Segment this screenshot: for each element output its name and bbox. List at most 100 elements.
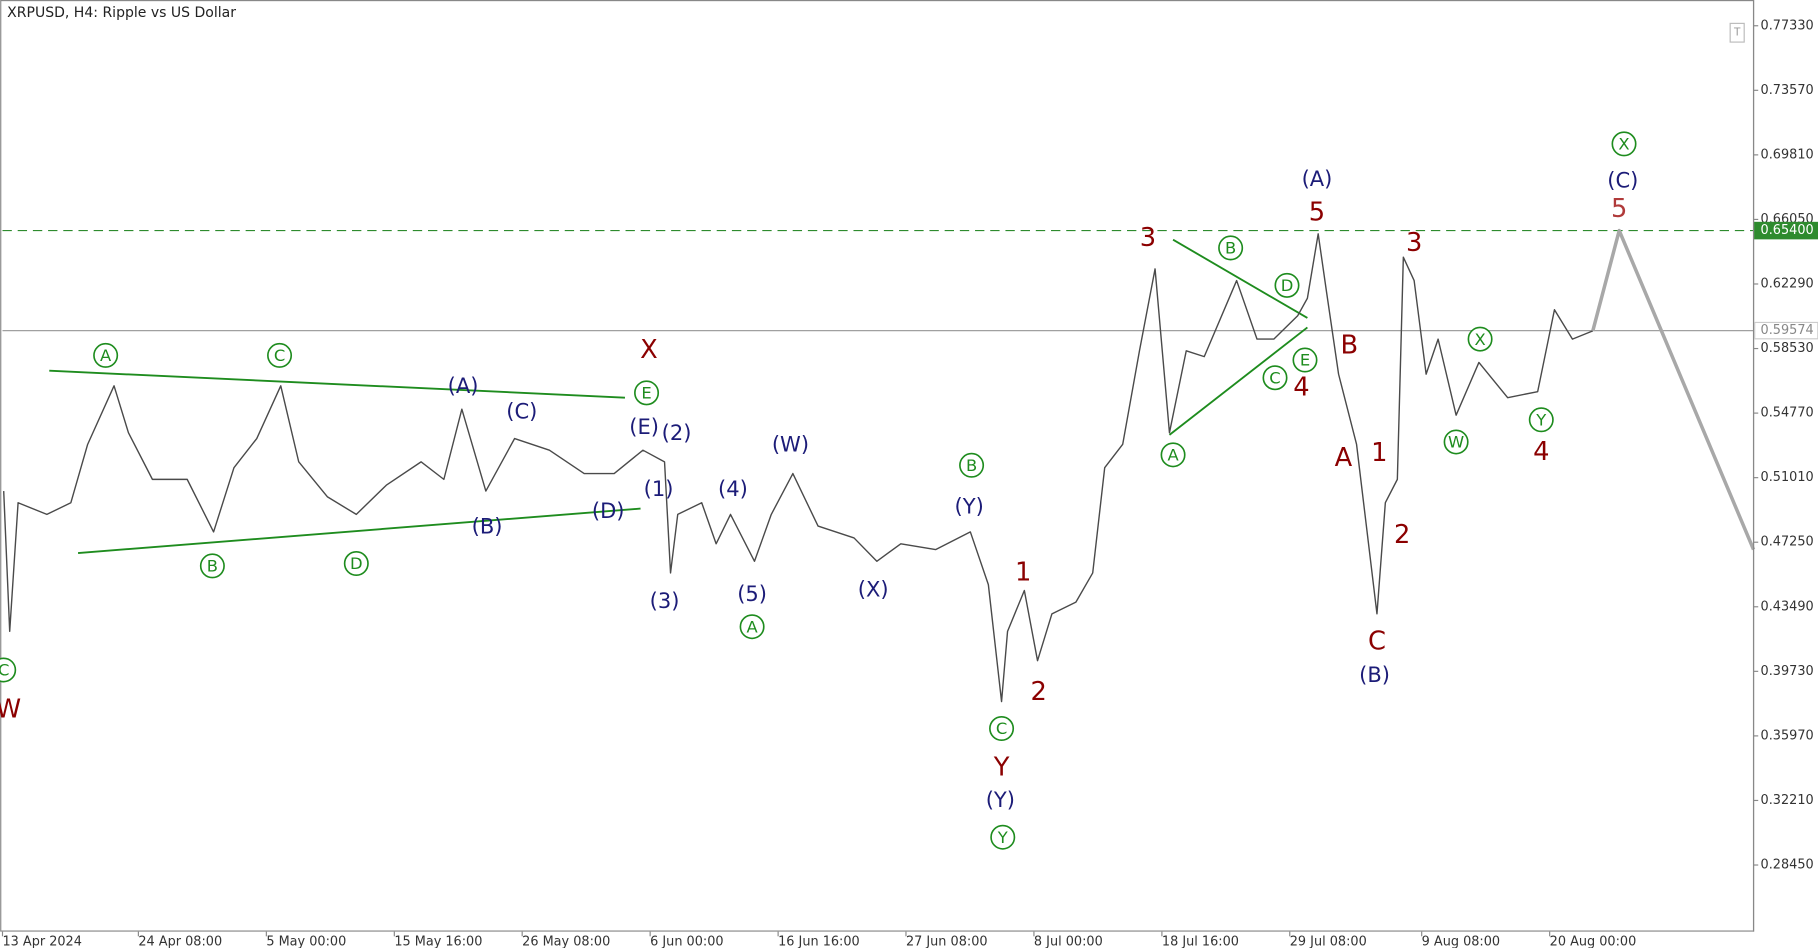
- y-tick-label: 0.73570: [1761, 83, 1814, 98]
- wave-label: (1): [644, 476, 674, 501]
- wave-label-circle: [1528, 407, 1554, 433]
- drawing-layer: [2, 228, 1756, 703]
- trendline: [1168, 326, 1308, 436]
- annotation-layer: ACCBDEBACYXBDECAXWY(A)(C)(B)(D)(E)(2)(1)…: [0, 131, 1638, 850]
- y-tick-label: 0.47250: [1761, 535, 1814, 550]
- x-tick-label: 20 Aug 00:00: [1550, 935, 1637, 948]
- y-tick-label: 0.77330: [1761, 18, 1814, 33]
- wave-label: (D): [592, 498, 625, 523]
- wave-label: (W): [772, 432, 809, 457]
- x-tick-label: 15 May 16:00: [394, 935, 482, 948]
- wave-label: C: [996, 719, 1007, 738]
- wave-label: (Y): [986, 787, 1015, 812]
- wave-label: (Y): [955, 494, 984, 519]
- wave-label: (C): [506, 399, 537, 424]
- wave-label: D: [1281, 276, 1294, 295]
- wave-label-circle: [0, 657, 17, 683]
- wave-label: X: [1474, 330, 1485, 349]
- wave-label: B: [1225, 239, 1236, 258]
- wave-label: 3: [1406, 228, 1422, 258]
- wave-label: Y: [993, 753, 1010, 783]
- wave-label: A: [1335, 443, 1353, 473]
- wave-label: 3: [1140, 223, 1156, 253]
- x-tick-label: 24 Apr 08:00: [138, 935, 222, 948]
- wave-label-circle: [989, 716, 1015, 742]
- y-tick-label: 0.58530: [1761, 341, 1814, 356]
- y-tick-label: 0.54770: [1761, 406, 1814, 421]
- x-tick-label: 13 Apr 2024: [2, 935, 81, 948]
- wave-label-circle: [959, 452, 985, 478]
- x-tick-label: 8 Jul 00:00: [1034, 935, 1103, 948]
- wave-label: (B): [472, 513, 503, 538]
- y-tick-label: 0.43490: [1761, 599, 1814, 614]
- wave-label: 5: [1611, 194, 1627, 224]
- wave-label: B: [966, 456, 977, 475]
- projection-line: [1591, 228, 1756, 551]
- price-level-label: 0.65400: [1761, 223, 1814, 238]
- wave-label: (B): [1359, 662, 1390, 687]
- wave-label: Y: [1535, 410, 1547, 429]
- x-tick-label: 29 Jul 08:00: [1290, 935, 1367, 948]
- wave-label-circle: [1292, 347, 1318, 373]
- wave-label: (5): [737, 581, 767, 606]
- wave-label: X: [640, 335, 658, 365]
- y-tick-label: 0.69810: [1761, 147, 1814, 162]
- wave-label-circle: [990, 824, 1016, 850]
- y-tick-label: 0.62290: [1761, 276, 1814, 291]
- wave-label-circle: [634, 380, 660, 406]
- wave-label: E: [1300, 351, 1310, 370]
- wave-label: (4): [718, 476, 748, 501]
- wave-label: 1: [1371, 438, 1387, 468]
- y-tick-label: 0.35970: [1761, 728, 1814, 743]
- x-tick-label: 26 May 08:00: [522, 935, 610, 948]
- wave-label-circle: [1160, 442, 1186, 468]
- y-tick-label: 0.28450: [1761, 858, 1814, 873]
- y-tick-label: 0.51010: [1761, 470, 1814, 485]
- wave-label: A: [1167, 445, 1179, 464]
- wave-label-circle: [1274, 272, 1300, 298]
- y-tick-label: 0.32210: [1761, 793, 1814, 808]
- wave-label: D: [350, 554, 363, 573]
- wave-label: (E): [629, 414, 659, 439]
- price-level-label: 0.59574: [1761, 323, 1814, 338]
- wave-label: 4: [1533, 437, 1549, 467]
- wave-label-circle: [199, 553, 225, 579]
- trendline: [1172, 238, 1308, 319]
- wave-label: C: [0, 661, 9, 680]
- wave-label: W: [0, 694, 21, 724]
- wave-label-circle: [267, 342, 293, 368]
- wave-label: B: [207, 557, 218, 576]
- wave-label: E: [641, 384, 651, 403]
- wave-label-circle: [1262, 365, 1288, 391]
- price-line: [3, 233, 1594, 703]
- wave-label-circle: [343, 551, 369, 577]
- wave-label: (A): [1302, 166, 1333, 191]
- wave-label-circle: [739, 614, 765, 640]
- wave-label: 2: [1031, 677, 1047, 707]
- wave-label: 5: [1309, 197, 1325, 227]
- x-tick-label: 18 Jul 16:00: [1162, 935, 1239, 948]
- wave-label-circle: [1218, 235, 1244, 261]
- y-tick-label: 0.39730: [1761, 664, 1814, 679]
- x-tick-label: 16 Jun 16:00: [778, 935, 860, 948]
- wave-label: C: [274, 346, 285, 365]
- wave-label: A: [100, 346, 112, 365]
- wave-label: 4: [1293, 373, 1309, 403]
- wave-label: 1: [1015, 557, 1031, 587]
- wave-label-circle: [1611, 131, 1637, 157]
- chart-title: XRPUSD, H4: Ripple vs US Dollar: [7, 5, 236, 21]
- x-tick-label: 9 Aug 08:00: [1422, 935, 1500, 948]
- wave-label: (X): [858, 576, 889, 601]
- x-tick-label: 27 Jun 08:00: [906, 935, 988, 948]
- wave-label: (3): [650, 588, 680, 613]
- wave-label-circle: [1467, 326, 1493, 352]
- wave-label: C: [1269, 368, 1280, 387]
- trendline: [49, 369, 626, 399]
- wave-label-circle: [93, 342, 119, 368]
- trendline: [77, 507, 641, 554]
- trade-button[interactable]: [1729, 22, 1745, 43]
- wave-label: Y: [997, 828, 1009, 847]
